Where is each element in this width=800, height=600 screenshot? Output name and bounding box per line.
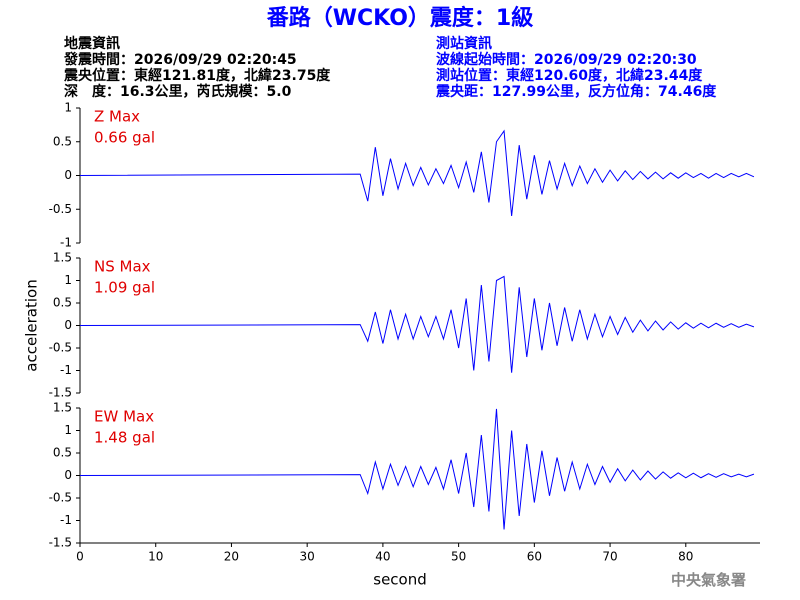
info-right: 測站資訊 — [436, 35, 492, 52]
waveform — [79, 408, 755, 530]
x-tick-label: 60 — [527, 550, 542, 564]
y-tick-label: 1 — [64, 101, 72, 115]
info-left: 發震時間：2026/09/29 02:20:45 — [63, 51, 297, 68]
y-tick-label: 0.5 — [53, 134, 72, 148]
y-tick-label: 0.5 — [53, 446, 72, 460]
x-tick-label: 20 — [224, 550, 239, 564]
y-tick-label: -1 — [60, 236, 72, 250]
info-left: 震央位置：東經121.81度，北緯23.75度 — [63, 67, 331, 84]
x-tick-label: 80 — [678, 550, 693, 564]
panel-title: EW Max — [94, 408, 154, 426]
y-tick-label: 1 — [64, 423, 72, 437]
y-tick-label: -0.5 — [49, 202, 72, 216]
y-tick-label: 1.5 — [53, 251, 72, 265]
y-tick-label: -1.5 — [49, 386, 72, 400]
info-right: 波線起始時間：2026/09/29 02:20:30 — [436, 51, 697, 68]
x-tick-label: 30 — [300, 550, 315, 564]
panel-max: 1.48 gal — [94, 429, 155, 447]
watermark: 中央氣象署 — [671, 571, 746, 589]
y-axis-label: acceleration — [23, 279, 41, 371]
y-tick-label: 0 — [64, 468, 72, 482]
y-tick-label: 1 — [64, 273, 72, 287]
panel-max: 0.66 gal — [94, 129, 155, 147]
info-right: 震央距：127.99公里，反方位角：74.46度 — [435, 83, 717, 100]
panel-title: NS Max — [94, 258, 151, 276]
info-right: 測站位置：東經120.60度，北緯23.44度 — [436, 67, 703, 84]
x-tick-label: 0 — [76, 550, 84, 564]
x-tick-label: 40 — [375, 550, 390, 564]
info-left: 地震資訊 — [64, 35, 120, 52]
x-tick-label: 10 — [148, 550, 163, 564]
x-tick-label: 70 — [602, 550, 617, 564]
y-tick-label: 0 — [64, 318, 72, 332]
y-tick-label: -1 — [60, 363, 72, 377]
y-tick-label: 0.5 — [53, 296, 72, 310]
title: 番路（WCKO）震度：1級 — [266, 5, 533, 31]
waveform — [79, 129, 755, 217]
info-left: 深 度：16.3公里，芮氏規模：5.0 — [64, 83, 292, 100]
x-axis-label: second — [373, 571, 427, 589]
panel-max: 1.09 gal — [94, 279, 155, 297]
y-tick-label: -0.5 — [49, 341, 72, 355]
waveform — [79, 275, 755, 373]
y-tick-label: 0 — [64, 168, 72, 182]
y-tick-label: -0.5 — [49, 491, 72, 505]
y-tick-label: -1.5 — [49, 536, 72, 550]
y-tick-label: -1 — [60, 513, 72, 527]
panel-title: Z Max — [94, 108, 140, 126]
x-tick-label: 50 — [451, 550, 466, 564]
y-tick-label: 1.5 — [53, 401, 72, 415]
